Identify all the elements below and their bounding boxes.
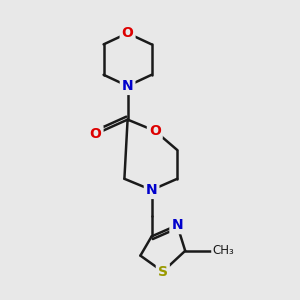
Text: O: O [149,124,161,138]
Text: CH₃: CH₃ [212,244,234,257]
Text: S: S [158,265,168,279]
Text: O: O [122,26,134,40]
Text: N: N [171,218,183,232]
Text: N: N [146,183,158,197]
Text: O: O [90,127,101,141]
Text: N: N [122,79,134,93]
